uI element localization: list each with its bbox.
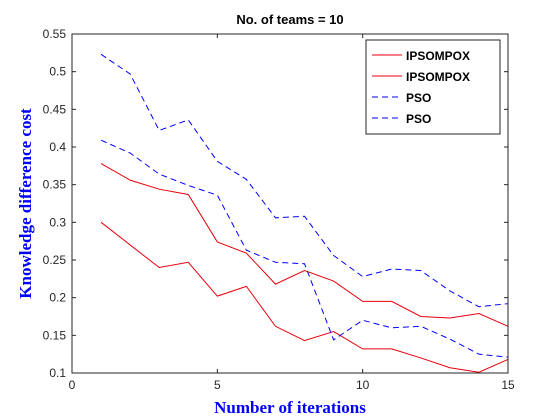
y-tick-label: 0.1 (49, 366, 66, 380)
y-tick-label: 0.5 (49, 65, 66, 79)
x-tick-label: 15 (501, 378, 515, 392)
series-line-2 (100, 221, 509, 373)
x-tick-label: 5 (214, 378, 221, 392)
legend: IPSOMPOX IPSOMPOX PSO PSO (365, 39, 501, 135)
y-tick-label: 0.25 (43, 253, 67, 267)
series-layer (100, 53, 509, 373)
y-tick-label: 0.35 (43, 178, 67, 192)
y-tick-label: 0.15 (43, 328, 67, 342)
x-tick-label: 10 (356, 378, 370, 392)
series-line-4 (100, 139, 509, 358)
ticks-layer: 0 5 10 15 0.1 0.15 0.2 0.25 0.3 0.35 0.4 0.45 0.5 0.5… (43, 27, 515, 392)
series-line-1 (100, 163, 509, 327)
y-tick-label: 0.3 (49, 215, 66, 229)
y-tick-label: 0.4 (49, 140, 66, 154)
axes-layer (71, 33, 509, 374)
y-axis-label: Knowledge difference cost (16, 108, 35, 299)
legend-label-1: IPSOMPOX (406, 49, 470, 63)
y-tick-label: 0.45 (43, 102, 67, 116)
legend-label-4: PSO (406, 112, 431, 126)
legend-box (365, 39, 501, 135)
y-tick-label: 0.55 (43, 27, 67, 41)
series-line-3 (100, 53, 509, 308)
chart-title: No. of teams = 10 (236, 12, 343, 27)
x-tick-label: 0 (69, 378, 76, 392)
y-tick-label: 0.2 (49, 291, 66, 305)
legend-label-2: IPSOMPOX (406, 70, 470, 84)
axes-box (71, 33, 509, 374)
legend-label-3: PSO (406, 91, 431, 105)
x-axis-label: Number of iterations (214, 398, 366, 417)
